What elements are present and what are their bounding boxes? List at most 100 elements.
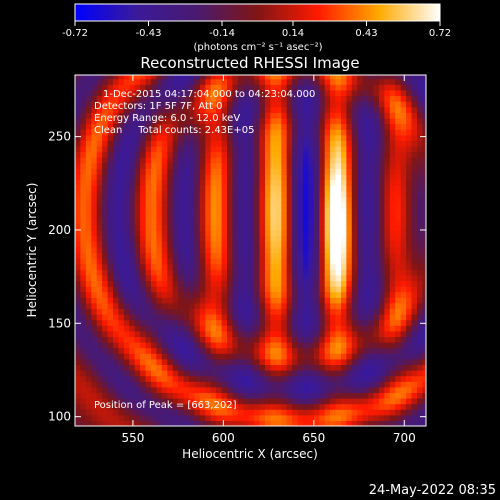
heatmap-cell [161, 207, 168, 214]
heatmap-cell [319, 319, 326, 326]
heatmap-cell [368, 145, 375, 153]
heatmap-cell [113, 314, 119, 321]
heatmap-cell [129, 145, 136, 153]
heatmap-cell [156, 392, 163, 399]
heatmap-cell [189, 291, 195, 298]
annotations: 1-Dec-2015 04:17:04.000 to 04:23:04.000 … [94, 89, 315, 411]
heatmap-cell [145, 358, 152, 365]
heatmap-cell [134, 302, 141, 309]
heatmap-cell [172, 213, 179, 220]
heatmap-cell [221, 308, 228, 315]
heatmap-cell [205, 230, 212, 237]
heatmap-cell [351, 302, 358, 309]
heatmap-cell [265, 308, 271, 315]
heatmap-cell [270, 291, 277, 298]
heatmap-cell [417, 78, 423, 85]
heatmap-cell [400, 174, 407, 181]
heatmap-cell [156, 162, 163, 169]
heatmap-cell [183, 168, 190, 175]
heatmap-cell [395, 302, 402, 309]
heatmap-cell [417, 364, 423, 371]
heatmap-cell [275, 398, 282, 405]
heatmap-cell [199, 358, 206, 365]
heatmap-cell [140, 375, 147, 382]
heatmap-cell [368, 218, 375, 225]
heatmap-cell [237, 179, 244, 186]
heatmap-cell [286, 375, 293, 382]
heatmap-cell [96, 157, 103, 164]
heatmap-cell [75, 145, 81, 153]
heatmap-cell [330, 207, 337, 214]
heatmap-cell [167, 185, 174, 192]
heatmap-cell [205, 336, 212, 343]
heatmap-cell [292, 347, 299, 354]
heatmap-cell [395, 336, 402, 343]
heatmap-cell [373, 342, 380, 349]
heatmap-cell [145, 302, 152, 309]
heatmap-cell [221, 291, 228, 298]
heatmap-cell [237, 207, 244, 214]
heatmap-cell [341, 392, 347, 399]
heatmap-cell [313, 409, 320, 416]
heatmap-cell [113, 75, 119, 80]
heatmap-cell [341, 185, 347, 192]
heatmap-cell [123, 230, 130, 237]
heatmap-cell [151, 145, 157, 153]
heatmap-cell [259, 314, 266, 321]
heatmap-cell [330, 403, 337, 410]
heatmap-cell [96, 106, 103, 113]
heatmap-cell [351, 370, 358, 377]
heatmap-cell [286, 241, 293, 248]
heatmap-cell [85, 274, 92, 281]
heatmap-cell [151, 106, 157, 113]
heatmap-cell [156, 319, 163, 326]
heatmap-cell [145, 89, 152, 97]
heatmap-cell [102, 353, 109, 360]
heatmap-cell [384, 218, 391, 225]
heatmap-cell [286, 347, 293, 354]
heatmap-cell [232, 224, 239, 231]
heatmap-cell [341, 162, 347, 169]
heatmap-cell [178, 89, 185, 97]
heatmap-cell [189, 364, 195, 371]
heatmap-cell [151, 375, 157, 382]
heatmap-cell [243, 258, 250, 265]
heatmap-cell [417, 145, 423, 153]
heatmap-cell [330, 258, 337, 265]
heatmap-cell [335, 134, 342, 141]
heatmap-cell [118, 241, 125, 248]
heatmap-cell [395, 89, 402, 97]
heatmap-cell [292, 129, 299, 136]
heatmap-cell [259, 179, 266, 186]
heatmap-cell [373, 140, 380, 147]
heatmap-cell [85, 302, 92, 309]
heatmap-cell [422, 196, 426, 203]
colorbar: -0.72 -0.43 -0.14 0.14 0.43 0.72 (photons cm⁻… [62, 3, 451, 53]
heatmap-cell [373, 258, 380, 265]
heatmap-cell [205, 414, 212, 421]
heatmap-cell [373, 129, 380, 136]
heatmap-cell [368, 269, 375, 276]
heatmap-cell [308, 403, 315, 410]
heatmap-cell [232, 230, 239, 237]
heatmap-cell [118, 151, 125, 158]
heatmap-cell [259, 78, 266, 85]
heatmap-cell [189, 342, 195, 349]
heatmap-cell [145, 157, 152, 164]
heatmap-cell [275, 84, 282, 91]
heatmap-cell [183, 269, 190, 276]
heatmap-cell [254, 106, 261, 113]
heatmap-cell [346, 308, 353, 315]
heatmap-cell [237, 151, 244, 158]
heatmap-cell [134, 151, 141, 158]
heatmap-cell [379, 274, 385, 281]
heatmap-cell [292, 330, 299, 337]
heatmap-cell [248, 134, 255, 141]
heatmap-cell [232, 140, 239, 147]
heatmap-cell [216, 95, 223, 102]
heatmap-cell [96, 213, 103, 220]
heatmap-cell [205, 151, 212, 158]
heatmap-cell [107, 381, 114, 388]
heatmap-cell [384, 75, 391, 80]
heatmap-cell [330, 218, 337, 225]
